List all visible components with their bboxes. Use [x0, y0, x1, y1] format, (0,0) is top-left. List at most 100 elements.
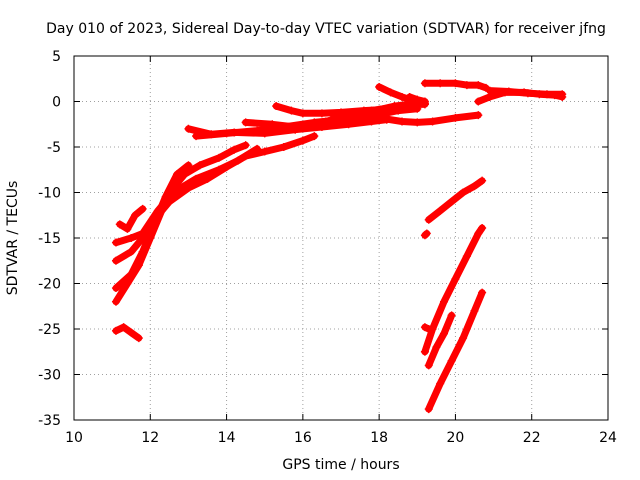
data-point — [123, 224, 132, 233]
series-arc-22 — [420, 323, 433, 333]
y-tick-label: -30 — [38, 368, 61, 384]
data-point — [253, 144, 262, 153]
data-point — [272, 102, 281, 111]
data-point — [192, 174, 201, 183]
data-point — [153, 206, 162, 215]
data-point — [241, 141, 250, 150]
data-point — [253, 126, 262, 135]
data-point — [138, 204, 147, 213]
series-arc-11 — [329, 111, 483, 127]
series-arc-17 — [420, 229, 431, 240]
data-point — [329, 111, 338, 120]
series-arc-21 — [424, 288, 487, 414]
x-tick-label: 12 — [141, 430, 159, 446]
data-point — [424, 405, 433, 414]
series-arc-6 — [115, 204, 147, 233]
series-line — [425, 177, 486, 224]
data-point — [424, 325, 433, 333]
data-point — [439, 297, 448, 306]
data-point — [359, 106, 368, 115]
data-point — [447, 311, 456, 320]
data-point — [542, 90, 551, 99]
series-line — [425, 311, 456, 369]
data-point — [432, 343, 441, 352]
y-tick-label: -35 — [38, 413, 61, 429]
data-point — [291, 122, 300, 131]
series-arc-19 — [420, 223, 487, 356]
data-point — [413, 95, 422, 104]
data-point — [462, 81, 471, 90]
data-point — [214, 165, 223, 174]
data-point — [470, 306, 479, 315]
data-point — [413, 118, 422, 127]
series-line — [112, 323, 143, 342]
data-point — [474, 111, 483, 120]
data-point — [184, 124, 193, 133]
data-point — [260, 147, 269, 156]
data-point — [241, 118, 250, 127]
data-point — [439, 329, 448, 338]
series-line — [272, 100, 429, 117]
y-tick-label: -5 — [47, 140, 61, 156]
y-tick-label: 0 — [52, 95, 61, 111]
data-point — [111, 326, 120, 335]
data-point — [375, 113, 384, 122]
data-point — [436, 379, 445, 388]
data-point — [192, 132, 201, 141]
axis-ticks — [73, 55, 609, 421]
data-point — [523, 89, 532, 98]
data-point — [474, 229, 483, 238]
y-tick-label: -15 — [38, 231, 61, 247]
series-arc-14 — [420, 79, 490, 92]
data-point — [222, 129, 231, 138]
x-axis-tick-labels: 10 12 14 16 18 20 22 24 — [65, 430, 617, 446]
series-line — [425, 289, 486, 413]
y-tick-label: -25 — [38, 322, 61, 338]
data-point — [474, 81, 483, 90]
data-point — [478, 223, 487, 232]
data-point — [306, 121, 315, 130]
data-point — [127, 270, 136, 279]
y-axis-tick-labels: 5 0 -5 -10 -15 -20 -25 -30 -35 — [38, 49, 61, 429]
y-tick-label: 5 — [52, 49, 61, 65]
x-tick-label: 10 — [65, 430, 83, 446]
data-series-layer — [111, 79, 567, 414]
data-point — [451, 113, 460, 122]
data-point — [127, 328, 136, 337]
data-point — [138, 229, 147, 238]
data-point — [111, 284, 120, 293]
series-line — [421, 224, 486, 356]
data-point — [127, 234, 136, 242]
data-point — [111, 238, 120, 247]
data-point — [230, 145, 239, 154]
y-tick-label: -10 — [38, 186, 61, 202]
series-line — [116, 205, 147, 233]
data-point — [447, 356, 456, 365]
data-point — [134, 334, 143, 343]
data-point — [420, 79, 429, 88]
data-point — [386, 88, 395, 97]
data-point — [131, 211, 140, 220]
data-point — [459, 188, 468, 197]
data-point — [344, 113, 353, 122]
data-point — [127, 247, 136, 256]
data-point — [111, 256, 120, 265]
data-point — [478, 288, 487, 297]
data-point — [459, 334, 468, 343]
series-arc-13 — [405, 92, 429, 106]
data-point — [424, 361, 433, 370]
data-point — [287, 106, 296, 115]
series-arc-16 — [485, 86, 567, 99]
data-point — [279, 143, 288, 151]
data-point — [451, 274, 460, 283]
data-point — [447, 197, 456, 206]
data-point — [558, 90, 567, 99]
x-tick-label: 16 — [294, 430, 312, 446]
data-point — [310, 132, 319, 141]
data-point — [195, 161, 204, 170]
x-tick-label: 14 — [218, 430, 236, 446]
data-point — [111, 297, 120, 306]
series-arc-18 — [424, 176, 487, 224]
data-point — [184, 161, 193, 170]
